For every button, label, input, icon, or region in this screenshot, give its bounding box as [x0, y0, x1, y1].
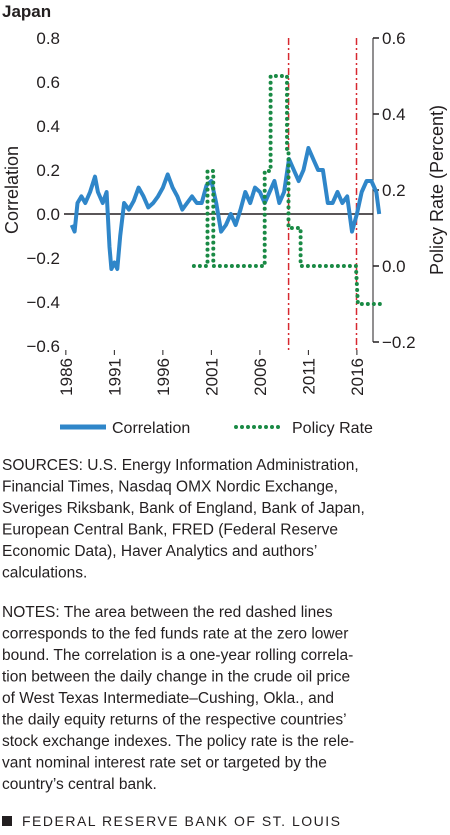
notes-line: tion between the daily change in the cru…: [2, 669, 350, 686]
y-tick-label: 0.6: [36, 73, 60, 92]
y-tick-label: −0.4: [26, 293, 60, 312]
sources-line: SOURCES: U.S. Energy Information Adminis…: [2, 457, 359, 474]
x-tick-label: 2006: [251, 358, 270, 396]
x-tick-label: 2016: [348, 358, 367, 396]
y-axis-label: Correlation: [2, 146, 22, 234]
y2-tick-label: 0.0: [382, 257, 406, 276]
y2-tick-label: 0.4: [382, 105, 406, 124]
sources-line: European Central Bank, FRED (Federal Res…: [2, 522, 338, 539]
x-tick-label: 1996: [154, 358, 173, 396]
notes-line: the daily equity returns of the respecti…: [2, 712, 347, 729]
notes-line: corresponds to the fed funds rate at the…: [2, 626, 348, 643]
x-tick-label: 1991: [105, 358, 124, 396]
x-tick-label: 2001: [202, 358, 221, 396]
notes-line: country’s central bank.: [2, 776, 157, 793]
y-tick-label: −0.2: [26, 249, 60, 268]
y2-axis-label: Policy Rate (Percent): [427, 105, 447, 275]
footer: FEDERAL RESERVE BANK OF ST. LOUIS: [22, 813, 341, 829]
series-line: [69, 146, 382, 271]
y-tick-label: 0.4: [36, 117, 60, 136]
sources-line: calculations.: [2, 565, 87, 582]
notes-line: bound. The correlation is a one-year rol…: [2, 647, 353, 664]
sources-line: Economic Data), Haver Analytics and auth…: [2, 543, 317, 560]
x-tick-label: 2011: [299, 358, 318, 395]
y2-tick-label: 0.2: [382, 181, 406, 200]
series-line: [191, 74, 384, 306]
legend-label: Correlation: [112, 420, 190, 437]
notes-line: stock exchange indexes. The policy rate …: [2, 733, 354, 750]
y-tick-label: 0.2: [36, 161, 60, 180]
legend-label: Policy Rate: [292, 420, 373, 437]
y-tick-label: 0.0: [36, 205, 60, 224]
y-tick-label: −0.6: [26, 337, 60, 356]
notes-line: NOTES: The area between the red dashed l…: [2, 604, 333, 621]
sources-line: Financial Times, Nasdaq OMX Nordic Excha…: [2, 479, 338, 496]
notes-line: of West Texas Intermediate–Cushing, Okla…: [2, 690, 334, 707]
y-tick-label: 0.8: [36, 29, 60, 48]
sources-line: Sveriges Riksbank, Bank of England, Bank…: [2, 500, 365, 517]
footer-square: [2, 816, 12, 826]
y2-tick-label: −0.2: [382, 333, 416, 352]
y2-tick-label: 0.6: [382, 29, 406, 48]
chart-title: Japan: [2, 2, 51, 21]
x-tick-label: 1986: [57, 358, 76, 396]
notes-line: vant nominal interest rate set or target…: [2, 755, 327, 772]
